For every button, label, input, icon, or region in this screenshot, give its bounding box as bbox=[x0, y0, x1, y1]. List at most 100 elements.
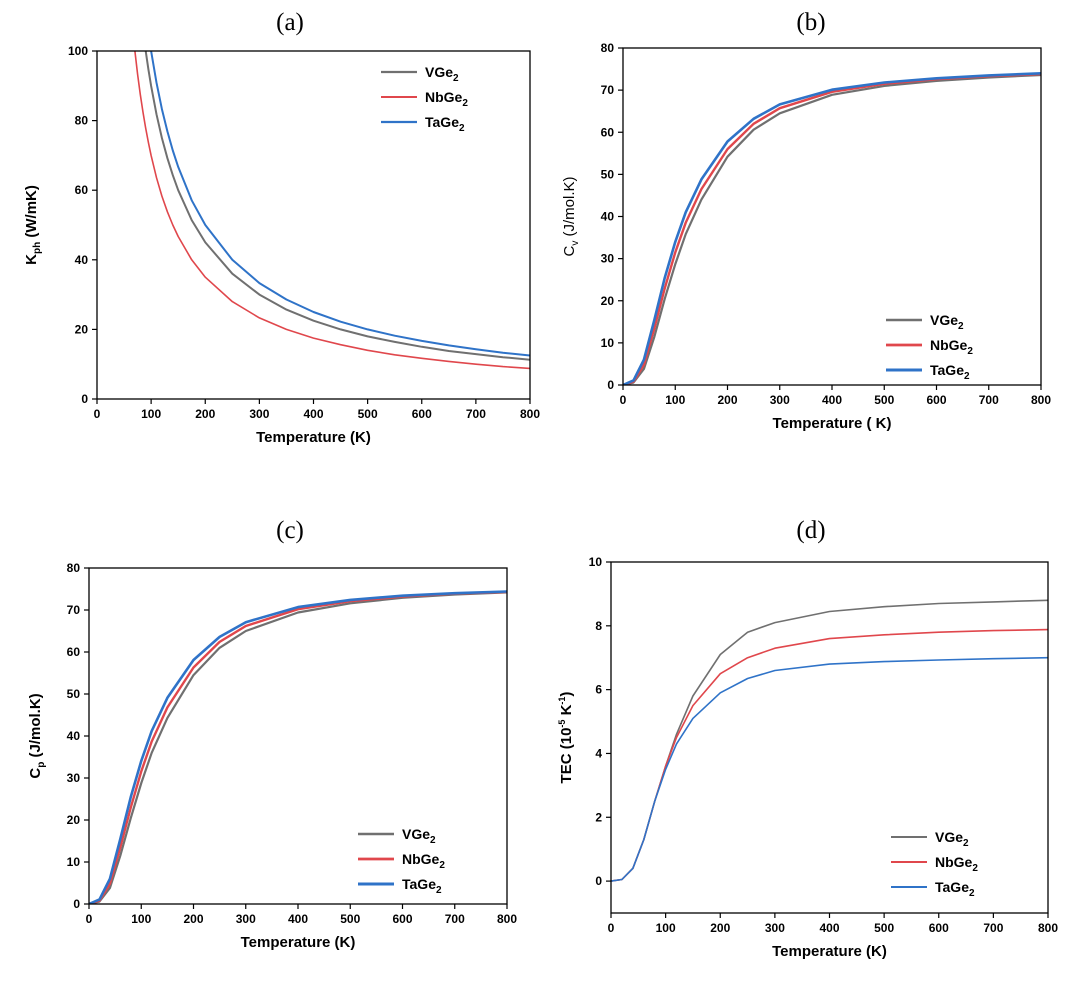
series-line-nbge2 bbox=[623, 72, 1041, 385]
legend: VGe2 NbGe2 TaGe2 bbox=[358, 826, 445, 896]
y-tick-label: 70 bbox=[67, 603, 81, 617]
chart-panel-0: (a) 0 100 200 300 400 500 600 700 800 0 20 40 60 80 100… bbox=[23, 9, 540, 446]
x-tick-label: 500 bbox=[358, 407, 378, 421]
panel-label: (d) bbox=[796, 517, 825, 544]
y-tick-label: 10 bbox=[67, 855, 81, 869]
x-tick-label: 500 bbox=[340, 912, 360, 926]
legend-label-vge2: VGe2 bbox=[930, 312, 964, 332]
x-tick-label: 100 bbox=[141, 407, 161, 421]
x-tick-label: 400 bbox=[819, 921, 839, 935]
series-line-nbge2 bbox=[134, 51, 530, 370]
legend-label-nbge2: NbGe2 bbox=[930, 337, 973, 357]
x-tick-label: 0 bbox=[94, 407, 101, 421]
x-tick-label: 0 bbox=[620, 393, 627, 407]
y-tick-label: 20 bbox=[75, 322, 89, 336]
x-tick-label: 400 bbox=[288, 912, 308, 926]
plot-frame bbox=[622, 47, 1042, 386]
legend-label-tage2: TaGe2 bbox=[935, 879, 975, 899]
x-tick-label: 700 bbox=[466, 407, 486, 421]
y-tick-label: 2 bbox=[595, 810, 602, 824]
plot-frame bbox=[88, 567, 508, 905]
series-line-tage2 bbox=[611, 656, 1048, 882]
x-tick-label: 300 bbox=[249, 407, 269, 421]
y-tick-label: 50 bbox=[67, 687, 81, 701]
x-tick-label: 700 bbox=[979, 393, 999, 407]
x-tick-label: 300 bbox=[236, 912, 256, 926]
y-tick-label: 100 bbox=[68, 44, 88, 58]
x-tick-label: 0 bbox=[86, 912, 93, 926]
legend-label-vge2: VGe2 bbox=[425, 64, 459, 84]
x-tick-label: 700 bbox=[983, 921, 1003, 935]
series-line-vge2 bbox=[623, 73, 1041, 385]
y-tick-label: 80 bbox=[67, 561, 81, 575]
series-line-vge2 bbox=[144, 51, 530, 361]
x-tick-label: 700 bbox=[445, 912, 465, 926]
y-tick-label: 60 bbox=[67, 645, 81, 659]
x-tick-label: 300 bbox=[770, 393, 790, 407]
x-tick-label: 500 bbox=[874, 921, 894, 935]
y-axis-title: TEC (10-5 K-1) bbox=[557, 692, 575, 784]
y-tick-label: 0 bbox=[607, 378, 614, 392]
y-axis-title: Cp (J/mol.K) bbox=[27, 693, 47, 778]
x-tick-label: 100 bbox=[131, 912, 151, 926]
x-tick-label: 600 bbox=[392, 912, 412, 926]
series-line-tage2 bbox=[150, 51, 530, 357]
x-tick-label: 200 bbox=[195, 407, 215, 421]
legend-label-tage2: TaGe2 bbox=[930, 362, 970, 382]
x-axis-title: Temperature (K) bbox=[256, 429, 371, 446]
legend-label-vge2: VGe2 bbox=[402, 826, 436, 846]
x-tick-label: 600 bbox=[926, 393, 946, 407]
panel-label: (a) bbox=[276, 9, 304, 36]
x-tick-label: 200 bbox=[717, 393, 737, 407]
y-tick-label: 60 bbox=[75, 183, 89, 197]
y-axis-title: Cv (J/mol.K) bbox=[561, 176, 581, 256]
legend-label-nbge2: NbGe2 bbox=[935, 854, 978, 874]
y-tick-label: 40 bbox=[601, 210, 615, 224]
y-tick-label: 20 bbox=[601, 294, 615, 308]
y-tick-label: 50 bbox=[601, 167, 615, 181]
y-tick-label: 10 bbox=[601, 336, 615, 350]
y-tick-label: 4 bbox=[595, 746, 602, 760]
series-line-nbge2 bbox=[611, 628, 1048, 882]
x-axis-title: Temperature (K) bbox=[241, 934, 356, 951]
x-tick-label: 200 bbox=[710, 921, 730, 935]
y-tick-label: 0 bbox=[81, 392, 88, 406]
legend: VGe2 NbGe2 TaGe2 bbox=[886, 312, 973, 382]
x-tick-label: 300 bbox=[765, 921, 785, 935]
y-axis-title: Kph (W/mK) bbox=[23, 185, 43, 265]
y-tick-label: 80 bbox=[75, 114, 89, 128]
x-tick-label: 500 bbox=[874, 393, 894, 407]
y-tick-label: 0 bbox=[595, 874, 602, 888]
legend-label-vge2: VGe2 bbox=[935, 829, 969, 849]
legend-label-nbge2: NbGe2 bbox=[425, 89, 468, 109]
y-tick-label: 30 bbox=[67, 771, 81, 785]
x-tick-label: 600 bbox=[412, 407, 432, 421]
y-tick-label: 60 bbox=[601, 125, 615, 139]
legend-label-nbge2: NbGe2 bbox=[402, 851, 445, 871]
x-tick-label: 100 bbox=[656, 921, 676, 935]
legend: VGe2 NbGe2 TaGe2 bbox=[891, 829, 978, 899]
series-line-vge2 bbox=[611, 599, 1048, 882]
x-tick-label: 400 bbox=[822, 393, 842, 407]
y-tick-label: 70 bbox=[601, 83, 615, 97]
x-tick-label: 800 bbox=[497, 912, 517, 926]
x-tick-label: 100 bbox=[665, 393, 685, 407]
legend: VGe2 NbGe2 TaGe2 bbox=[381, 64, 468, 134]
x-tick-label: 800 bbox=[1031, 393, 1051, 407]
y-tick-label: 20 bbox=[67, 813, 81, 827]
x-tick-label: 0 bbox=[608, 921, 615, 935]
legend-label-tage2: TaGe2 bbox=[425, 114, 465, 134]
x-tick-label: 800 bbox=[520, 407, 540, 421]
series-line-tage2 bbox=[623, 72, 1041, 385]
y-tick-label: 80 bbox=[601, 41, 615, 55]
x-tick-label: 800 bbox=[1038, 921, 1058, 935]
panel-label: (b) bbox=[796, 9, 825, 36]
y-tick-label: 40 bbox=[67, 729, 81, 743]
y-tick-label: 40 bbox=[75, 253, 89, 267]
y-tick-label: 0 bbox=[73, 897, 80, 911]
series-line-nbge2 bbox=[89, 590, 507, 904]
y-tick-label: 30 bbox=[601, 252, 615, 266]
x-tick-label: 400 bbox=[303, 407, 323, 421]
chart-panel-2: (c) 0 100 200 300 400 500 600 700 800 0 10 20 30 40 50 6… bbox=[27, 517, 517, 951]
